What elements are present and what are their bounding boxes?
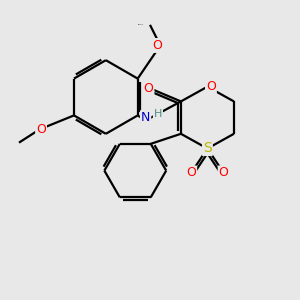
Text: S: S	[203, 141, 212, 155]
Text: O: O	[219, 167, 229, 179]
Text: O: O	[206, 80, 216, 93]
Text: O: O	[144, 82, 154, 95]
Text: methoxy: methoxy	[138, 24, 144, 26]
Text: N: N	[141, 111, 150, 124]
Text: H: H	[154, 109, 162, 119]
Text: O: O	[152, 39, 162, 52]
Text: O: O	[36, 123, 46, 136]
Text: O: O	[186, 167, 196, 179]
